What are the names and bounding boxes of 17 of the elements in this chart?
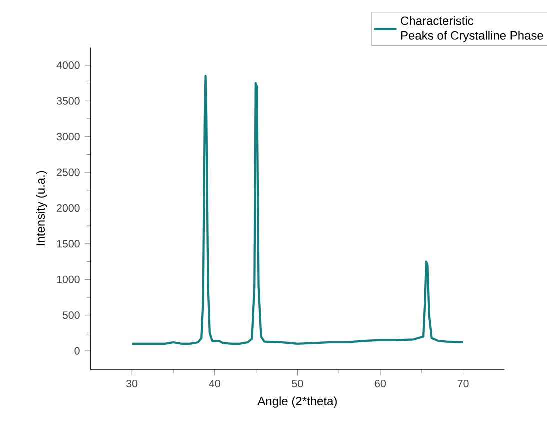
legend-label: Characteristic Peaks of Crystalline Phase: [401, 16, 544, 42]
x-tick-label: 50: [292, 380, 304, 388]
x-axis-title: Angle (2*theta): [258, 396, 337, 408]
x-tick-label: 70: [458, 380, 469, 388]
x-tick-label: 40: [209, 380, 220, 388]
x-tick-label: 60: [375, 380, 386, 388]
y-tick-label: 1000: [57, 276, 80, 284]
y-tick-label: 0: [74, 347, 80, 355]
y-tick-label: 4000: [56, 62, 80, 70]
x-tick-label: 30: [126, 380, 138, 388]
y-tick-label: 2500: [57, 168, 80, 176]
y-tick-label: 3000: [56, 133, 80, 141]
y-tick-label: 3500: [56, 97, 80, 105]
y-tick-label: 500: [62, 312, 80, 320]
y-tick-label: 2000: [57, 204, 80, 212]
y-tick-label: 1500: [57, 240, 80, 248]
y-axis-title: Intensity (u.a.): [36, 171, 48, 246]
